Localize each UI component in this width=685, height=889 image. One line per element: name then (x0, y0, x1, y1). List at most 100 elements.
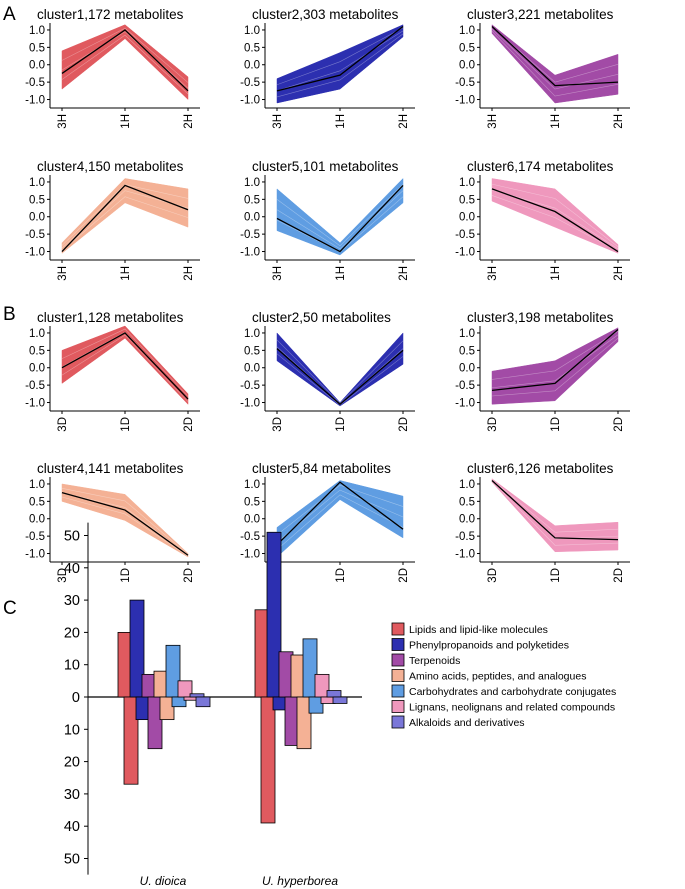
bar-y-tick-label: 40 (64, 819, 80, 835)
bar-down (332, 696, 348, 704)
bar-y-tick-label: 30 (64, 787, 80, 803)
cluster-trajectory (491, 28, 619, 90)
bar-y-tick-label: 10 (64, 722, 80, 738)
panel-letter-c: C (3, 598, 17, 619)
y-tick-label: 0.0 (29, 363, 45, 375)
y-tick-label: -0.5 (25, 77, 45, 89)
cluster-plot: cluster6,126 metabolites 1.0 0.5 0.0 -0.5 -1.… (455, 461, 630, 583)
y-tick-label: -0.5 (25, 229, 45, 241)
cluster-trajectory (491, 330, 619, 380)
y-tick-label: 0.0 (29, 514, 45, 526)
x-tick-label: 2H (183, 114, 195, 129)
cluster-trajectory (276, 484, 404, 536)
cluster-mean-line (276, 25, 404, 92)
y-tick-label: -1.0 (240, 95, 260, 107)
bar-down (260, 696, 276, 824)
x-tick-label: 3H (272, 266, 284, 281)
cluster-plot: cluster4,141 metabolites 1.0 0.5 0.0 -0.5 -1.… (25, 461, 200, 583)
cluster-title: cluster4,150 metabolites (37, 159, 184, 174)
y-tick-label: 1.0 (459, 177, 475, 189)
x-tick-label: 2H (613, 114, 625, 129)
cluster-trajectory (276, 33, 404, 98)
cluster-plot: cluster3,198 metabolites 1.0 0.5 0.0 -0.5 -1.… (455, 310, 630, 432)
y-tick-label: 0.5 (29, 42, 45, 54)
bar-y-tick-label: 20 (64, 755, 80, 771)
y-tick-label: 0.0 (244, 60, 260, 72)
legend-swatch (391, 669, 405, 682)
y-tick-label: -1.0 (25, 95, 45, 107)
y-tick-label: 0.0 (244, 514, 260, 526)
y-tick-label: 0.5 (244, 194, 260, 206)
cluster-trajectory (61, 34, 189, 95)
cluster-trajectory (61, 488, 189, 555)
bar-y-tick-label: 40 (64, 561, 80, 577)
y-tick-label: 0.5 (29, 496, 45, 508)
y-tick-label: -1.0 (240, 247, 260, 259)
legend-label: Lipids and lipid-like molecules (409, 624, 548, 636)
legend-swatch (391, 638, 405, 651)
x-tick-label: 2D (183, 417, 195, 432)
cluster-title: cluster2,303 metabolites (252, 7, 399, 22)
cluster-title: cluster4,141 metabolites (37, 461, 184, 476)
cluster-trajectory (491, 481, 619, 546)
group-label: U. hyperborea (262, 874, 338, 888)
x-tick-label: 2D (613, 568, 625, 583)
cluster-band (61, 325, 189, 405)
cluster-title: cluster1,128 metabolites (37, 310, 184, 325)
x-tick-label: 1D (550, 568, 562, 583)
cluster-trajectory (491, 31, 619, 97)
y-tick-label: -0.5 (240, 229, 260, 241)
legend-label: Amino acids, peptides, and analogues (409, 671, 586, 683)
x-tick-label: 1H (335, 114, 347, 129)
cluster-plot: cluster1,172 metabolites 1.0 0.5 0.0 -0.5 -1.… (25, 7, 200, 129)
legend-label: Phenylpropanoids and polyketides (409, 640, 569, 652)
x-tick-label: 1H (120, 266, 132, 281)
legend-label: Lignans, neolignans and related compound… (409, 702, 615, 714)
y-tick-label: 0.5 (29, 345, 45, 357)
group-label: U. dioica (140, 874, 187, 888)
x-tick-label: 1H (550, 114, 562, 129)
x-tick-label: 2H (613, 266, 625, 281)
x-tick-label: 3H (487, 266, 499, 281)
y-tick-label: 1.0 (244, 479, 260, 491)
bar-chart-legend: Lipids and lipid-like molecules Phenylpro… (391, 622, 616, 729)
x-tick-label: 2D (183, 568, 195, 583)
cluster-plot: cluster5,84 metabolites 1.0 0.5 0.0 -0.5 -1.0… (240, 461, 415, 583)
cluster-plot: cluster2,50 metabolites 1.0 0.5 0.0 -0.5 -1.0… (240, 310, 415, 432)
cluster-plot: cluster2,303 metabolites 1.0 0.5 0.0 -0.5 -1.… (240, 7, 415, 129)
y-tick-label: 0.5 (459, 194, 475, 206)
x-tick-label: 3H (57, 114, 69, 129)
legend-swatch (391, 622, 405, 636)
y-tick-label: 1.0 (459, 25, 475, 37)
cluster-trajectory (61, 27, 189, 83)
y-tick-label: -0.5 (25, 380, 45, 392)
cluster-band (61, 483, 189, 558)
x-tick-label: 1H (550, 266, 562, 281)
cluster-band (491, 24, 619, 104)
cluster-trajectory (276, 494, 404, 550)
cluster-trajectory (276, 190, 404, 250)
bar-y-tick-label: 20 (64, 625, 80, 641)
bar-up (326, 690, 342, 698)
x-tick-label: 1D (335, 568, 347, 583)
x-tick-label: 2H (398, 114, 410, 129)
cluster-trajectory (61, 328, 189, 397)
cluster-trajectory (61, 196, 189, 251)
y-tick-label: 1.0 (29, 25, 45, 37)
y-tick-label: 0.5 (244, 496, 260, 508)
bar-y-tick-label: 50 (64, 852, 80, 868)
y-tick-label: -1.0 (455, 398, 475, 410)
cluster-trajectory (491, 195, 619, 252)
cluster-mean-line (61, 332, 189, 400)
legend-swatch (391, 653, 405, 667)
bar-chart-c: 50 40 30 20 10 0 10 20 30 40 50 U. dioica U. hyperbo… (64, 522, 362, 888)
legend-label: Alkaloids and derivatives (409, 717, 525, 729)
cluster-trajectory (61, 492, 189, 556)
y-tick-label: -1.0 (25, 398, 45, 410)
y-tick-label: -0.5 (455, 77, 475, 89)
cluster-mean-line (491, 26, 619, 87)
cluster-mean-line (276, 481, 404, 546)
cluster-title: cluster3,198 metabolites (467, 310, 614, 325)
cluster-plot: cluster6,174 metabolites 1.0 0.5 0.0 -0.5 -1.… (455, 159, 630, 281)
